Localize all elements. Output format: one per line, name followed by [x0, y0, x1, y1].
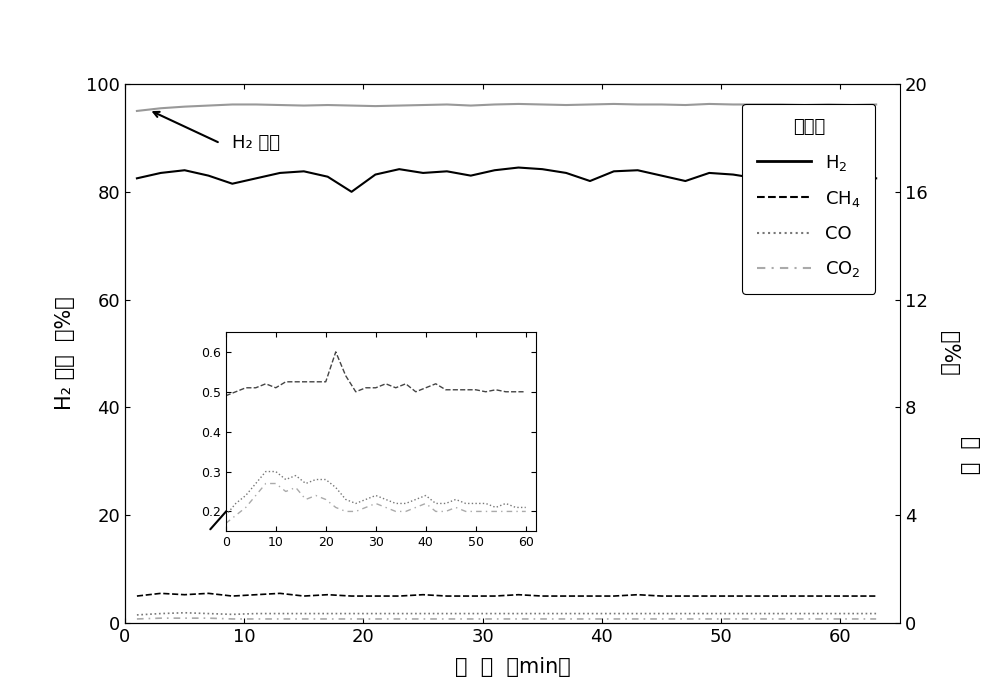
- Y-axis label: H₂ 纯度  （%）: H₂ 纯度 （%）: [55, 297, 75, 410]
- X-axis label: 时  间  （min）: 时 间 （min）: [455, 657, 570, 677]
- Text: 产  品: 产 品: [960, 436, 980, 474]
- Y-axis label: （%）: （%）: [939, 331, 959, 376]
- Legend: H$_2$, CH$_4$, CO, CO$_2$: H$_2$, CH$_4$, CO, CO$_2$: [742, 104, 875, 294]
- Text: H₂ 纯度: H₂ 纯度: [232, 134, 280, 153]
